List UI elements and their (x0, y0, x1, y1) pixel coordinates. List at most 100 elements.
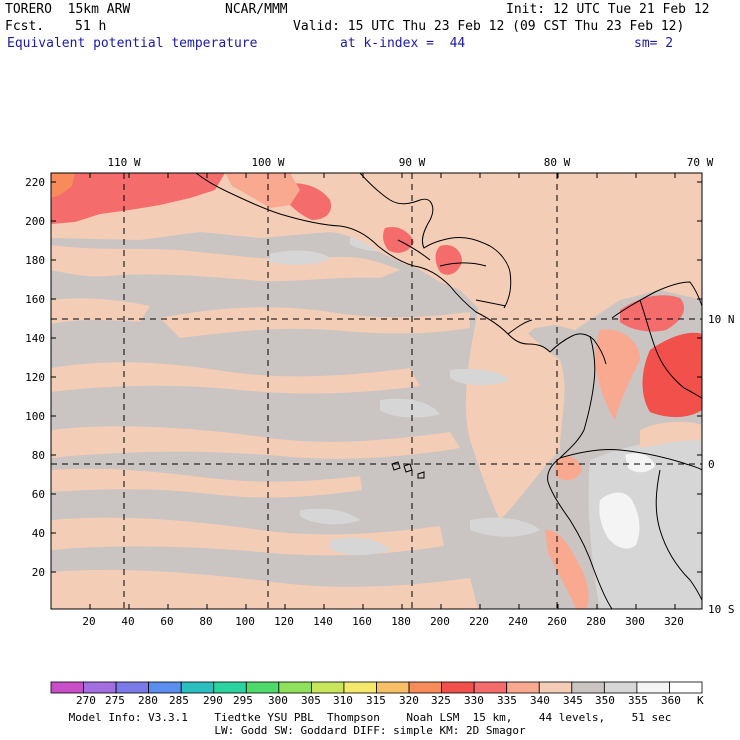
colorbar-unit: K (697, 694, 704, 707)
colorbar-swatch (343, 681, 377, 694)
x-tick-label: 280 (586, 615, 606, 628)
colorbar-swatch (213, 681, 247, 694)
colorbar-label: 355 (628, 694, 648, 707)
field-grey-andes (588, 439, 702, 609)
field-pink-peru-coast (545, 529, 589, 609)
border-colombia-venezuela (639, 299, 702, 399)
lon-label: 90 W (399, 156, 426, 169)
physics-info: LW: Godd SW: Goddard DIFF: simple KM: 2D… (214, 724, 526, 737)
field-grey-3 (450, 368, 510, 386)
field-pink-amazon (640, 421, 702, 448)
colorbar-swatch (115, 681, 150, 694)
field-band-5 (51, 426, 460, 459)
coast-panama-colombia (549, 333, 607, 365)
field-name: Equivalent potential temperature (7, 36, 258, 51)
y-tick-label: 140 (25, 332, 45, 345)
level-info: at k-index = 44 (340, 36, 466, 51)
organization: NCAR/MMM (225, 2, 288, 17)
colorbar-label: 315 (366, 694, 386, 707)
field-pink-andes (595, 329, 640, 420)
colorbar-swatch (278, 681, 312, 694)
border-honduras-nicaragua (439, 262, 487, 267)
valid-time: Valid: 15 UTC Thu 23 Feb 12 (09 CST Thu … (293, 19, 685, 34)
x-tick-label: 320 (664, 615, 684, 628)
colorbar-label: 270 (76, 694, 96, 707)
border-peru-brazil (655, 469, 702, 601)
border-costarica-panama (507, 319, 533, 335)
colorbar-swatch (148, 681, 182, 694)
colorbar-label: 340 (530, 694, 550, 707)
smoothing-info: sm= 2 (634, 36, 674, 51)
y-tick-label: 200 (25, 215, 45, 228)
coastlines (195, 173, 702, 609)
x-tick-label: 300 (625, 615, 645, 628)
colorbar (50, 681, 703, 694)
coast-south-america-west (547, 335, 613, 609)
colorbar-swatch (603, 681, 638, 694)
colorbar-label: 285 (169, 694, 189, 707)
x-tick-label: 140 (313, 615, 333, 628)
x-tick-label: 40 (121, 615, 134, 628)
colorbar-label: 290 (203, 694, 223, 707)
init-time: Init: 12 UTC Tue 21 Feb 12 (506, 2, 710, 17)
colorbar-swatch (83, 681, 117, 694)
colorbar-swatch (538, 681, 573, 694)
x-tick-label: 180 (391, 615, 411, 628)
field-orange-corner (51, 173, 75, 198)
y-tick-label: 120 (25, 371, 45, 384)
colorbar-swatch (636, 681, 670, 694)
lat-label: 0 (708, 458, 715, 471)
x-tick-label: 220 (469, 615, 489, 628)
forecast-label: Fcst. (5, 19, 45, 34)
colorbar-swatch (506, 681, 540, 694)
map-frame (50, 172, 703, 610)
lon-label: 110 W (107, 156, 140, 169)
colorbar-label: 300 (268, 694, 288, 707)
x-tick-label: 20 (82, 615, 95, 628)
coast-yucatan (359, 173, 512, 309)
colorbar-swatch (441, 681, 475, 694)
colorbar-swatch (376, 681, 410, 694)
model-info: Model Info: V3.3.1 Tiedtke YSU PBL Thomp… (68, 711, 672, 724)
axis-labels: 110 W 100 W 90 W 80 W 70 W 10 N 0 10 S 2… (25, 156, 734, 628)
x-tick-label: 200 (430, 615, 450, 628)
field-grey-1 (270, 250, 330, 265)
field-band-6 (51, 468, 362, 498)
colorbar-label: 295 (233, 694, 253, 707)
colorbar-swatch (408, 681, 442, 694)
field-grey-7 (330, 537, 390, 556)
lat-label: 10 S (708, 603, 735, 616)
colorbar-label: 350 (595, 694, 615, 707)
x-tick-label: 120 (274, 615, 294, 628)
colorbar-swatch (571, 681, 605, 694)
field-grey-5 (300, 508, 360, 525)
colorbar-label: 345 (563, 694, 583, 707)
field-grey-6 (470, 517, 540, 537)
colorbar-label: 280 (138, 694, 158, 707)
colorbar-label: 330 (464, 694, 484, 707)
x-tick-label: 100 (235, 615, 255, 628)
x-tick-label: 240 (508, 615, 528, 628)
tick-marks (51, 173, 702, 609)
model-title: TORERO 15km ARW (5, 2, 131, 17)
field-band-8 (51, 569, 478, 609)
colorbar-swatch (245, 681, 280, 694)
colorbar-label: 305 (301, 694, 321, 707)
field-white-andes (599, 492, 640, 549)
border-nicaragua-costarica (475, 299, 507, 307)
y-tick-label: 220 (25, 176, 45, 189)
field-red-colombia-north (620, 295, 685, 332)
graticule (51, 173, 702, 609)
colorbar-label: 310 (333, 694, 353, 707)
theta-e-field (51, 173, 702, 609)
y-tick-label: 60 (32, 488, 45, 501)
lon-label: 100 W (251, 156, 284, 169)
y-tick-label: 40 (32, 527, 45, 540)
x-tick-label: 160 (352, 615, 372, 628)
colorbar-swatch (50, 681, 84, 694)
y-tick-label: 20 (32, 566, 45, 579)
colorbar-label: 275 (105, 694, 125, 707)
field-grey-4 (380, 398, 440, 418)
forecast-hour: 51 h (75, 19, 107, 34)
